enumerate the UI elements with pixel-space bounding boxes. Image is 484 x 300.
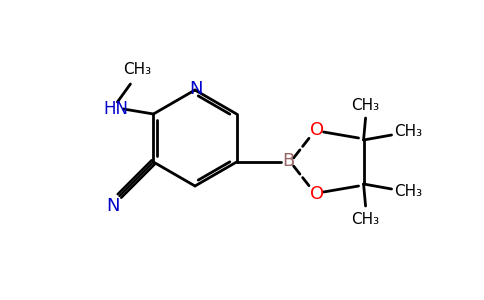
Text: B: B: [283, 152, 295, 170]
Text: CH₃: CH₃: [351, 98, 379, 112]
Text: N: N: [106, 197, 120, 215]
Text: N: N: [189, 80, 203, 98]
Text: O: O: [309, 185, 324, 203]
Text: HN: HN: [103, 100, 128, 118]
Text: O: O: [309, 121, 324, 139]
Text: CH₃: CH₃: [123, 61, 151, 76]
Text: CH₃: CH₃: [351, 212, 379, 226]
Text: CH₃: CH₃: [394, 124, 423, 140]
Text: CH₃: CH₃: [394, 184, 423, 200]
